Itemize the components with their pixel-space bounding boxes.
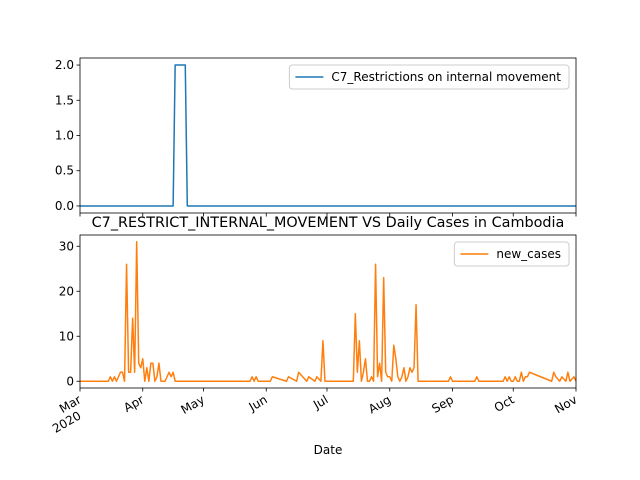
chart-title: C7_RESTRICT_INTERNAL_MOVEMENT VS Daily C… bbox=[92, 215, 565, 231]
top-xaxis-ticks bbox=[79, 213, 577, 217]
bottom-legend: new_cases bbox=[453, 241, 570, 267]
bottom-ytick-label: 0 bbox=[66, 374, 74, 388]
top-legend-label: C7_Restrictions on internal movement bbox=[331, 70, 561, 84]
bottom-series bbox=[80, 241, 577, 382]
bottom-legend-label: new_cases bbox=[496, 247, 561, 261]
new-cases-line bbox=[80, 241, 577, 382]
top-axes: 0.0 0.5 1.0 1.5 2.0 C7_Restrictions on inter… bbox=[55, 57, 577, 217]
top-yaxis: 0.0 0.5 1.0 1.5 2.0 bbox=[55, 58, 80, 213]
top-ytick-label: 0.0 bbox=[55, 199, 74, 213]
top-axes-frame bbox=[79, 57, 577, 214]
bottom-ytick-label: 30 bbox=[59, 239, 74, 253]
restrictions-line bbox=[80, 64, 576, 207]
bottom-ytick-label: 20 bbox=[59, 284, 74, 298]
top-legend-box bbox=[288, 64, 570, 90]
top-series bbox=[80, 64, 576, 207]
bottom-legend-box bbox=[453, 241, 570, 267]
top-legend: C7_Restrictions on internal movement bbox=[288, 64, 570, 90]
top-ytick-label: 1.5 bbox=[55, 93, 74, 107]
top-ytick-label: 1.0 bbox=[55, 129, 74, 143]
bottom-axes-frame bbox=[79, 234, 577, 389]
bottom-yaxis: 0 10 20 30 bbox=[59, 239, 80, 388]
x-tick-label: Jul bbox=[310, 392, 330, 412]
x-axis-label: Date bbox=[314, 443, 343, 457]
bottom-ytick-label: 10 bbox=[59, 329, 74, 343]
top-ytick-label: 0.5 bbox=[55, 164, 74, 178]
top-ytick-label: 2.0 bbox=[55, 58, 74, 72]
